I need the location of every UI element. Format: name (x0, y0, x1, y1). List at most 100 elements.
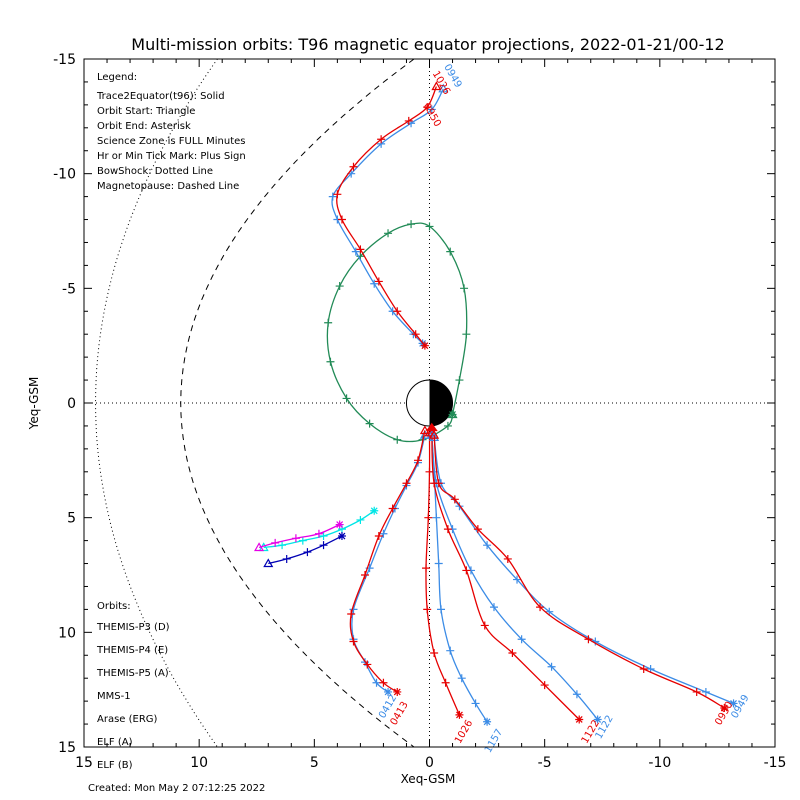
orbits-heading: Orbits: (97, 601, 131, 612)
south-track-5-tick-mark (540, 681, 549, 690)
series-4-tick-mark (365, 419, 374, 428)
south-track-7-tick-mark (473, 525, 482, 534)
series-4-tick-mark (393, 435, 402, 444)
south-track-5-tick-mark (462, 566, 471, 575)
south-track-4-end-asterisk (593, 715, 602, 724)
series-4-tick-mark (462, 330, 471, 339)
orbit-legend-entry: MMS-1 (97, 691, 131, 702)
south-track-6-tick-mark (513, 575, 522, 584)
south-track-7-end-asterisk (720, 704, 729, 713)
series-0-tick-mark (319, 532, 328, 541)
series-2-start-triangle (254, 542, 265, 552)
series-0-tick-mark (278, 541, 287, 550)
y-tick-label: 15 (58, 740, 76, 756)
south-track-3-tick-mark (425, 467, 434, 476)
series-2-end-asterisk (335, 520, 344, 529)
series-4-tick-mark (342, 394, 351, 403)
series-0-tick-mark (356, 515, 365, 524)
plot-area: 0950094911221122115710260413041209501026… (84, 58, 775, 755)
y-axis-label: Yeq-GSM (27, 377, 41, 431)
south-track-5-tick-mark (508, 648, 517, 657)
series-6-tick-mark (374, 277, 383, 286)
series-1-tick-mark (303, 548, 312, 557)
series-6-tick-mark (377, 135, 386, 144)
series-4-tick-mark (446, 247, 455, 256)
legend-note-line: Science Zone is FULL Minutes (97, 136, 246, 147)
south-track-5-tick-mark (443, 525, 452, 534)
legend-note-line: Trace2Equator(t96): Solid (96, 91, 225, 102)
series-4-tick-mark (455, 376, 464, 385)
orbit-legend-entry: ELF (A) (97, 737, 133, 748)
series-5-tick-mark (370, 279, 379, 288)
time-label-4: 1157 (483, 727, 505, 755)
series-1-start-triangle (263, 558, 274, 568)
series-4-tick-mark (384, 229, 393, 238)
series-6-end-asterisk (420, 341, 429, 350)
series-0-end-asterisk (370, 506, 379, 515)
south-track-7-tick-mark (639, 665, 648, 674)
south-track-2-tick-mark (471, 699, 480, 708)
series-6-tick-mark (393, 307, 402, 316)
south-track-3-tick-mark (423, 605, 432, 614)
south-track-3-line (425, 432, 460, 716)
south-track-7-start-triangle (429, 429, 440, 439)
south-track-0-start-triangle (419, 429, 430, 439)
south-track-7-line (433, 435, 725, 709)
south-track-7-tick-mark (434, 479, 443, 488)
x-tick-label: 10 (190, 755, 208, 771)
orbits-legend: Orbits: THEMIS-P3 (D) THEMIS-P4 (E) THEMIS-… (96, 601, 170, 771)
earth-nightside (429, 379, 453, 427)
series-2-tick-mark (291, 534, 300, 543)
y-tick-label: -10 (53, 167, 76, 183)
south-track-0-tick-mark (372, 678, 381, 687)
legend-note-line: Magnetopause: Dashed Line (97, 181, 239, 192)
series-4-end-asterisk (448, 410, 457, 419)
x-tick-label: 0 (425, 755, 434, 771)
series-4-tick-mark (324, 318, 333, 327)
y-tick-label: 5 (67, 511, 76, 527)
orbit-legend-entry: ELF (B) (97, 760, 133, 771)
south-track-2-tick-mark (457, 674, 466, 683)
x-tick-label: 15 (75, 755, 93, 771)
south-track-1-end-asterisk (393, 687, 402, 696)
orbit-legend-entry: Arase (ERG) (97, 714, 158, 725)
time-label-5: 1026 (453, 718, 475, 746)
legend-note-line: Hr or Min Tick Mark: Plus Sign (97, 151, 246, 162)
series-6-tick-mark (411, 330, 420, 339)
series-5-start-triangle (438, 83, 449, 93)
series-2-tick-mark (314, 529, 323, 538)
series-6-start-triangle (431, 81, 442, 91)
south-track-2-tick-mark (446, 646, 455, 655)
x-tick-label: -5 (538, 755, 552, 771)
series-6-tick-mark (333, 190, 342, 199)
series-6-tick-mark (356, 245, 365, 254)
south-track-1-tick-mark (347, 609, 356, 618)
south-track-0-end-asterisk (384, 687, 393, 696)
south-track-2-tick-mark (437, 605, 446, 614)
south-track-7-tick-mark (692, 687, 701, 696)
series-4-tick-mark (326, 357, 335, 366)
series-2-line (258, 523, 340, 549)
south-track-4-tick-mark (547, 662, 556, 671)
south-track-1-tick-mark (349, 637, 358, 646)
bowshock-line (94, 58, 218, 748)
south-track-7-tick-mark (450, 495, 459, 504)
south-track-3-end-asterisk (455, 710, 464, 719)
south-track-5-tick-mark (480, 621, 489, 630)
south-track-2-tick-mark (434, 559, 443, 568)
series-0-tick-mark (298, 536, 307, 545)
series-6-line (336, 86, 438, 347)
x-tick-label: 5 (310, 755, 319, 771)
south-track-1-line (349, 430, 426, 693)
south-track-6-tick-mark (483, 541, 492, 550)
orbit-legend-entry: THEMIS-P4 (E) (96, 645, 168, 656)
south-track-3-tick-mark (424, 513, 433, 522)
south-track-6-end-asterisk (729, 699, 738, 708)
series-1-tick-mark (282, 554, 291, 563)
series-4-tick-mark (460, 284, 469, 293)
created-note: Created: Mon May 2 07:12:25 2022 (88, 783, 265, 794)
south-track-2-end-asterisk (483, 717, 492, 726)
series-1-end-asterisk (337, 532, 346, 541)
series-4-tick-mark (443, 421, 452, 430)
